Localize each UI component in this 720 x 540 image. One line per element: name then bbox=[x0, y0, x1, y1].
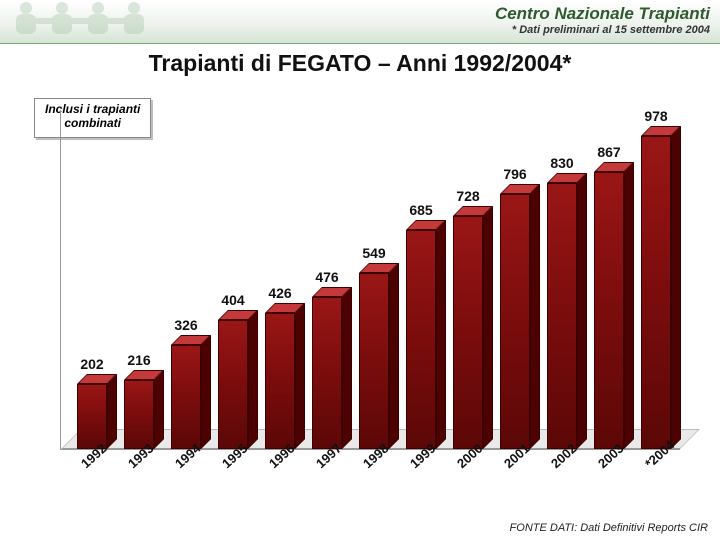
bar-chart: 202216326404426476549685728796830867978 … bbox=[60, 110, 680, 520]
header-title: Centro Nazionale Trapianti bbox=[495, 4, 710, 24]
bar-2000: 728 bbox=[453, 216, 483, 449]
bar-1993: 216 bbox=[124, 380, 154, 449]
bar-1996: 426 bbox=[265, 313, 295, 449]
header-bar: Centro Nazionale Trapianti * Dati prelim… bbox=[0, 0, 720, 44]
chart-bars: 202 216 326 404 426 476 549 685 728 796 830 867 978 bbox=[61, 110, 680, 449]
bar-1999: 685 bbox=[406, 230, 436, 449]
bar-2003: 867 bbox=[594, 172, 624, 449]
bar-1997: 476 bbox=[312, 297, 342, 449]
page-title: Trapianti di FEGATO – Anni 1992/2004* bbox=[0, 50, 720, 77]
bar-value-label: 728 bbox=[453, 188, 483, 204]
bar-value-label: 796 bbox=[500, 166, 530, 182]
bar-value-label: 404 bbox=[218, 292, 248, 308]
bar-value-label: 426 bbox=[265, 285, 295, 301]
bar-value-label: 978 bbox=[641, 108, 671, 124]
bar-1994: 326 bbox=[171, 345, 201, 449]
bar-value-label: 476 bbox=[312, 269, 342, 285]
bar-1995: 404 bbox=[218, 320, 248, 449]
bar-value-label: 202 bbox=[77, 356, 107, 372]
bar-value-label: 867 bbox=[594, 144, 624, 160]
bar-value-label: 685 bbox=[406, 202, 436, 218]
bar-2002: 830 bbox=[547, 183, 577, 449]
bar-1992: 202 bbox=[77, 384, 107, 449]
bar-value-label: 830 bbox=[547, 155, 577, 171]
bar-1998: 549 bbox=[359, 273, 389, 449]
chart-x-axis: 1992199319941995199619971998199920002001… bbox=[60, 452, 680, 512]
footer-source: FONTE DATI: Dati Definitivi Reports CIR bbox=[510, 522, 708, 534]
bar-value-label: 549 bbox=[359, 245, 389, 261]
logo-people-icon bbox=[0, 0, 170, 42]
chart-plot-area: 202 216 326 404 426 476 549 685 728 796 830 867 978 bbox=[60, 110, 680, 450]
bar-value-label: 216 bbox=[124, 352, 154, 368]
bar-2001: 796 bbox=[500, 194, 530, 449]
bar-value-label: 326 bbox=[171, 317, 201, 333]
header-subtitle: * Dati preliminari al 15 settembre 2004 bbox=[512, 24, 710, 36]
bar-*2004: 978 bbox=[641, 136, 671, 449]
